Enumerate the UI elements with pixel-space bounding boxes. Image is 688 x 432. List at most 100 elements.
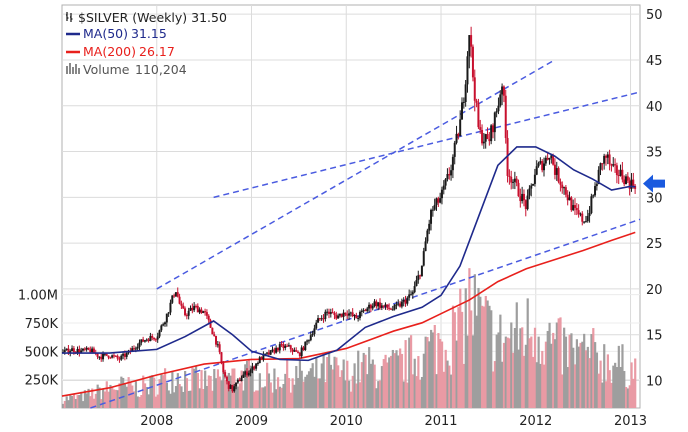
- price-candle-281: [573, 205, 576, 208]
- volume-bar-297: [603, 344, 606, 408]
- price-candle-218: [459, 119, 462, 137]
- price-candle-245: [508, 175, 511, 177]
- volume-bar-87: [220, 380, 223, 408]
- volume-bar-65: [180, 386, 183, 408]
- volume-bar-4: [69, 395, 72, 408]
- price-candle-251: [519, 196, 522, 202]
- price-candle-84: [215, 335, 218, 345]
- price-candle-127: [293, 350, 296, 352]
- volume-bar-217: [457, 307, 460, 408]
- price-candle-156: [346, 314, 349, 316]
- volume-bar-254: [524, 344, 527, 408]
- price-candle-178: [386, 304, 389, 308]
- price-candle-184: [397, 303, 400, 305]
- volume-bar-145: [326, 356, 329, 408]
- price-candle-143: [322, 318, 325, 320]
- volume-bar-49: [151, 375, 154, 408]
- volume-bar-240: [499, 314, 502, 408]
- price-candle-124: [287, 345, 290, 347]
- price-candle-298: [604, 155, 607, 158]
- y-tick-label-45: 45: [646, 54, 663, 69]
- price-candle-29: [114, 355, 117, 357]
- price-candle-10: [80, 350, 83, 353]
- volume-bar-96: [236, 386, 240, 408]
- volume-bar-44: [142, 375, 145, 408]
- volume-bar-162: [357, 350, 360, 408]
- volume-bar-60: [171, 371, 174, 408]
- volume-bar-305: [617, 345, 620, 408]
- price-candle-166: [364, 310, 367, 312]
- volume-bar-173: [377, 381, 380, 408]
- price-candle-142: [320, 318, 323, 320]
- price-candle-133: [304, 341, 307, 351]
- price-candle-41: [136, 346, 139, 349]
- volume-bar-67: [184, 370, 187, 408]
- y-tick-label-35: 35: [646, 146, 663, 161]
- price-candle-233: [486, 134, 489, 140]
- price-candle-214: [451, 156, 454, 171]
- volume-bar-298: [604, 381, 608, 408]
- volume-legend-icon: [66, 63, 80, 74]
- volume-bar-250: [517, 349, 520, 408]
- price-candle-3: [67, 348, 70, 354]
- volume-bar-118: [276, 377, 280, 408]
- price-candle-305: [617, 175, 620, 177]
- channel-line-2: [213, 91, 641, 199]
- price-candle-108: [258, 357, 261, 363]
- volume-bar-259: [533, 327, 537, 408]
- volume-bar-126: [291, 378, 294, 408]
- volume-bar-306: [619, 366, 622, 408]
- volume-bar-14: [87, 388, 90, 408]
- volume-bar-98: [240, 370, 243, 408]
- volume-bar-116: [273, 368, 276, 408]
- price-candle-81: [209, 320, 212, 328]
- price-candle-26: [109, 357, 112, 359]
- volume-bar-207: [439, 339, 442, 408]
- price-candle-90: [225, 376, 228, 382]
- price-candle-310: [626, 176, 629, 181]
- volume-bar-299: [606, 354, 609, 408]
- volume-bar-63: [176, 373, 179, 408]
- volume-bar-52: [156, 394, 159, 408]
- volume-bar-47: [147, 394, 150, 408]
- volume-bar-8: [76, 395, 79, 408]
- ma50-legend-value: 31.15: [131, 26, 167, 41]
- price-candle-171: [373, 301, 376, 306]
- price-candle-234: [488, 139, 491, 142]
- price-candle-213: [450, 170, 453, 176]
- volume-bar-148: [331, 369, 334, 408]
- price-candle-273: [559, 181, 562, 185]
- price-candle-85: [216, 344, 219, 346]
- channel-line-1: [156, 59, 556, 290]
- volume-bar-247: [512, 352, 515, 408]
- price-candle-97: [238, 379, 241, 382]
- price-candle-66: [182, 305, 185, 309]
- volume-bar-301: [610, 382, 613, 408]
- volume-bar-182: [393, 353, 396, 408]
- volume-bar-206: [437, 333, 440, 408]
- price-candle-126: [291, 349, 294, 352]
- price-candle-131: [300, 347, 303, 357]
- volume-bar-242: [502, 342, 506, 408]
- volume-bar-287: [584, 350, 588, 408]
- y-tick-label-15: 15: [646, 329, 663, 344]
- price-candle-57: [165, 313, 168, 323]
- volume-bar-292: [594, 342, 597, 408]
- price-candle-54: [160, 325, 163, 331]
- volume-bar-276: [564, 336, 568, 408]
- volume-bar-28: [112, 389, 116, 408]
- volume-bar-230: [481, 305, 484, 408]
- volume-bar-124: [287, 378, 291, 408]
- volume-bar-138: [313, 376, 316, 408]
- volume-bar-132: [302, 381, 305, 408]
- price-candle-153: [340, 313, 343, 317]
- price-candle-20: [98, 356, 101, 358]
- y-tick-label-25: 25: [646, 237, 663, 252]
- y-tick-label-30: 30: [646, 191, 663, 206]
- price-candle-14: [87, 347, 90, 350]
- volume-bar-239: [497, 332, 500, 408]
- volume-bar-92: [229, 375, 232, 408]
- volume-bar-300: [608, 370, 611, 408]
- price-candle-181: [391, 309, 394, 311]
- price-candle-260: [535, 166, 538, 175]
